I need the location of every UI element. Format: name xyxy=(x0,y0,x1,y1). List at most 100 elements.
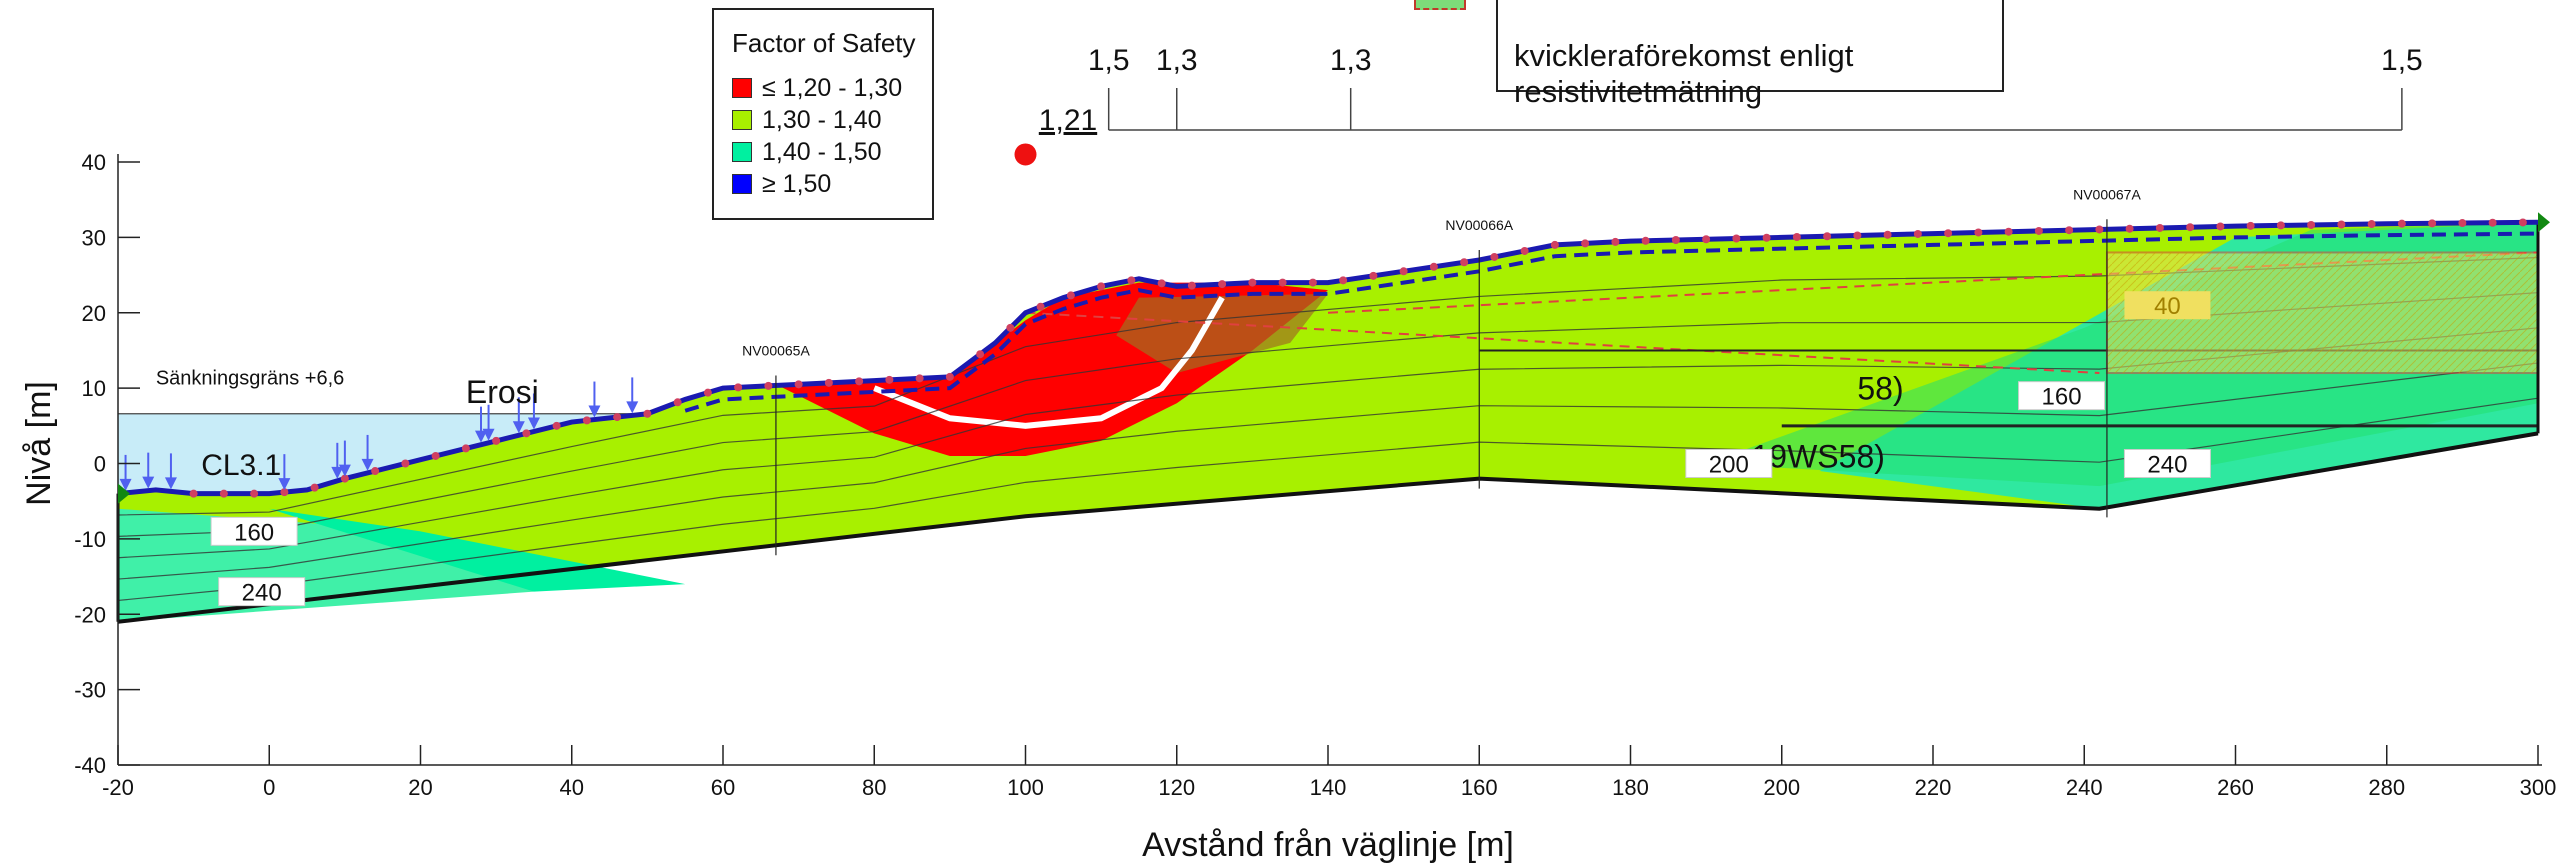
x-tick-label: 280 xyxy=(2368,775,2405,800)
load-arrow-head xyxy=(278,478,291,491)
legend-item-red: ≤ 1,20 - 1,30 xyxy=(732,74,902,104)
surface-node xyxy=(582,416,591,425)
legend-label: 1,40 - 1,50 xyxy=(762,138,882,166)
surface-node xyxy=(1218,280,1227,289)
load-arrow-head xyxy=(482,428,495,441)
legend: Factor of Safety ≤ 1,20 - 1,30 1,30 - 1,… xyxy=(712,8,934,220)
sankningsgrans-label: Sänkningsgräns +6,6 xyxy=(156,367,344,389)
surface-node xyxy=(2004,227,2013,236)
x-tick-label: 300 xyxy=(2520,775,2557,800)
ws-label-a: 58) xyxy=(1857,370,1903,406)
surface-node xyxy=(2488,218,2497,227)
legend-swatch-blue xyxy=(732,174,752,194)
surface-node xyxy=(703,388,712,397)
surface-node xyxy=(2397,219,2406,228)
surface-node xyxy=(1399,267,1408,276)
ground-surface-line xyxy=(117,219,2539,497)
soil-layer-line xyxy=(117,362,2539,580)
y-tick-label: 0 xyxy=(94,452,106,477)
value-box xyxy=(1685,449,1773,478)
surface-node xyxy=(673,398,682,407)
surface-node xyxy=(2276,221,2285,230)
value-box-label: 200 xyxy=(1709,452,1749,479)
surface-node xyxy=(1006,323,1015,332)
surface-node xyxy=(1429,262,1438,271)
right-end-marker xyxy=(2538,212,2550,233)
quick-clay-note: kvickleraförekomst enligt resistivitetmä… xyxy=(1496,0,2004,109)
surface-node xyxy=(1369,271,1378,280)
load-arrow-head xyxy=(588,405,601,418)
surface-node xyxy=(2518,218,2527,227)
surface-node xyxy=(219,489,228,498)
load-arrow-head xyxy=(119,478,132,491)
surface-node xyxy=(855,377,864,386)
surface-node xyxy=(552,421,561,430)
legend-label: 1,30 - 1,40 xyxy=(762,106,882,134)
load-arrow-head xyxy=(361,458,374,471)
legend-item-blue: ≥ 1,50 xyxy=(732,170,831,200)
legend-title: Factor of Safety xyxy=(732,28,916,58)
surface-node xyxy=(371,467,380,476)
surface-node xyxy=(1248,278,1257,287)
annotations: NV00065A NV00066A NV00067A 1,5 1,3 1,3 1,5 1,21… xyxy=(118,44,2550,607)
value-box xyxy=(2123,449,2211,478)
surface-node xyxy=(522,429,531,438)
value-box-label: 240 xyxy=(242,580,282,607)
surface-node xyxy=(734,383,743,392)
surface-node xyxy=(1732,234,1741,243)
y-tick-label: -20 xyxy=(74,602,106,627)
y-tick-label: -40 xyxy=(74,753,106,778)
x-tick-label: 120 xyxy=(1158,775,1195,800)
load-arrow-head xyxy=(626,401,639,414)
surface-node xyxy=(1611,237,1620,246)
surface-node xyxy=(976,350,985,359)
surface-node xyxy=(2216,222,2225,231)
surface-node xyxy=(794,380,803,389)
surface-node xyxy=(1066,291,1075,300)
surface-node xyxy=(2428,219,2437,228)
surface-node xyxy=(1792,232,1801,241)
surface-node xyxy=(613,413,622,422)
factor-label: 1,5 xyxy=(1088,44,1130,77)
surface-node xyxy=(1490,252,1499,261)
surface-node xyxy=(764,381,773,390)
legend-label: ≥ 1,50 xyxy=(762,170,832,198)
surface-node xyxy=(2034,226,2043,235)
value-box xyxy=(210,516,298,546)
zone-teal-left-inner xyxy=(269,508,686,592)
surface-node xyxy=(1823,232,1832,241)
surface-node xyxy=(2125,224,2134,233)
surface-node xyxy=(1157,279,1166,288)
soil-layer-line xyxy=(117,327,2539,559)
surface-node xyxy=(1187,281,1196,290)
x-tick-label: 220 xyxy=(1915,775,1952,800)
y-tick-label: 30 xyxy=(82,225,106,250)
legend-swatch-lime xyxy=(732,110,752,130)
x-tick-label: 240 xyxy=(2066,775,2103,800)
surface-node xyxy=(2367,220,2376,229)
surface-node xyxy=(1308,278,1317,287)
y-tick-label: 10 xyxy=(82,376,106,401)
value-box-label: 160 xyxy=(2042,384,2082,411)
x-tick-label: 40 xyxy=(560,775,584,800)
surface-node xyxy=(1974,228,1983,237)
x-tick-label: 0 xyxy=(263,775,275,800)
x-tick-label: 260 xyxy=(2217,775,2254,800)
surface-node xyxy=(2186,223,2195,232)
surface-node xyxy=(189,489,198,498)
surface-node xyxy=(2065,226,2074,235)
x-tick-label: 180 xyxy=(1612,775,1649,800)
x-tick-label: -20 xyxy=(102,775,134,800)
surface-node xyxy=(1671,236,1680,245)
surface-node xyxy=(2246,221,2255,230)
surface-node xyxy=(1883,230,1892,239)
dashed-boundary-lower xyxy=(1025,311,2100,375)
surface-node xyxy=(2458,219,2467,228)
quick-clay-legend-swatch xyxy=(1414,0,1466,10)
ground-surface xyxy=(116,218,2540,624)
surface-node xyxy=(310,483,319,492)
slip-surface-dashed xyxy=(684,231,2539,413)
surface-node xyxy=(461,444,470,453)
x-tick-label: 140 xyxy=(1310,775,1347,800)
